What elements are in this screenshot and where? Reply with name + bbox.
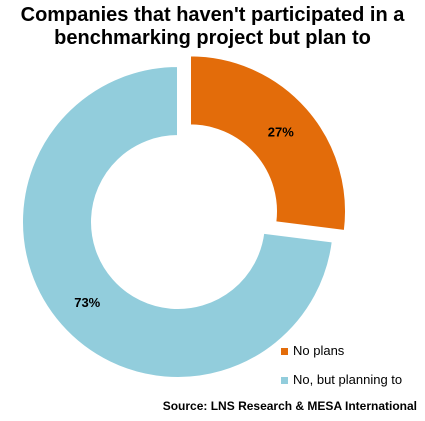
legend-label-planning: No, but planning to (293, 372, 403, 387)
source-note: Source: LNS Research & MESA Internationa… (162, 399, 417, 413)
chart-title-line-2: benchmarking project but plan to (54, 27, 371, 49)
legend-swatch-no-plans (281, 347, 288, 355)
legend: No plans No, but planning to (281, 343, 402, 401)
slice-label-planning: 73% (74, 295, 100, 310)
chart-title-line-1: Companies that haven't participated in a (20, 4, 405, 26)
slice-label-no-plans: 27% (268, 124, 294, 139)
chart-title: Companies that haven't participated in a… (0, 4, 425, 50)
legend-swatch-planning (281, 376, 288, 384)
legend-item-no-plans: No plans (281, 343, 402, 359)
donut-slice-no-plans (189, 54, 347, 233)
legend-item-planning: No, but planning to (281, 372, 402, 388)
legend-label-no-plans: No plans (293, 343, 345, 358)
donut-slice-planning (21, 64, 334, 379)
